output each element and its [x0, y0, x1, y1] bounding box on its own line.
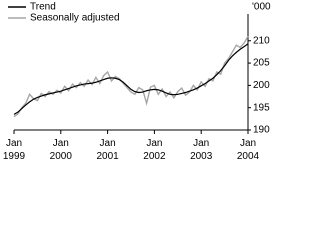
- y-unit-label: '000: [252, 2, 271, 13]
- x-tick-label: Jan 1999: [3, 138, 26, 162]
- y-tick-label: 205: [253, 58, 270, 69]
- legend-label: Seasonally adjusted: [30, 13, 120, 24]
- line-series: [13, 35, 249, 118]
- x-tick-label: Jan 2001: [96, 138, 119, 162]
- x-tick-label: Jan 2004: [237, 138, 260, 162]
- line-series: [13, 43, 249, 115]
- y-tick-label: 200: [253, 80, 270, 91]
- x-tick-label: Jan 2003: [190, 138, 213, 162]
- chart: '000 190 195 200 205 210 Jan 1999 Jan 2000 Jan 200…: [3, 2, 271, 162]
- y-tick-label: 190: [253, 125, 270, 136]
- y-tick-label: 195: [253, 102, 270, 113]
- y-tick-label: 210: [253, 35, 270, 46]
- x-tick-label: Jan 2000: [50, 138, 73, 162]
- x-tick-label: Jan 2002: [143, 138, 166, 162]
- legend-label: Trend: [30, 2, 56, 13]
